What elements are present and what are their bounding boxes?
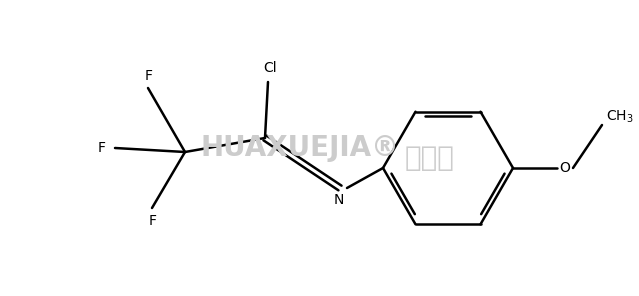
- Text: O: O: [560, 161, 571, 175]
- Text: F: F: [98, 141, 106, 155]
- Text: CH$_3$: CH$_3$: [606, 109, 634, 125]
- Text: F: F: [145, 69, 153, 83]
- Text: Cl: Cl: [263, 61, 277, 75]
- Text: 化学加: 化学加: [405, 144, 455, 172]
- Text: F: F: [149, 214, 157, 228]
- Text: HUAXUEJIA®: HUAXUEJIA®: [201, 134, 399, 162]
- Text: N: N: [334, 193, 344, 207]
